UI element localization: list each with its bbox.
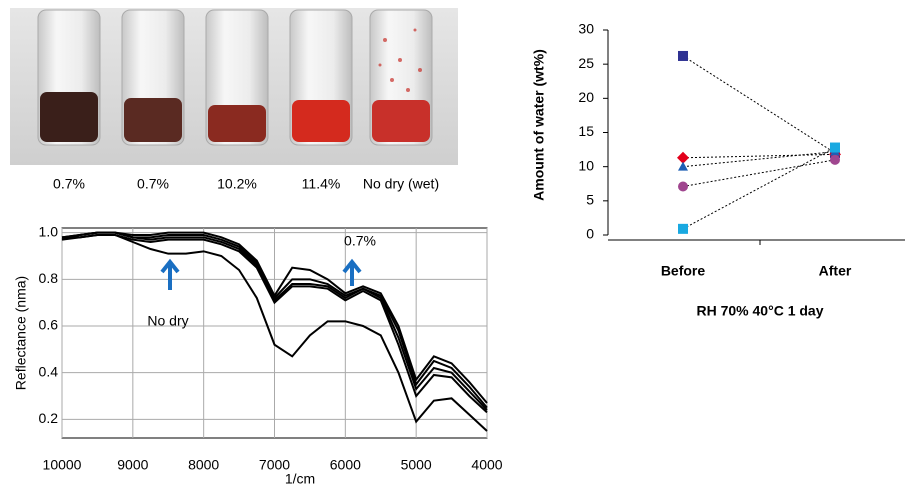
spectrum-line (61, 231, 488, 411)
marker (678, 50, 688, 61)
photo-label: 10.2% (217, 176, 257, 192)
y-tick-label: 10 (578, 157, 594, 173)
x-tick-label: 6000 (330, 457, 361, 473)
y-tick-label: 30 (578, 21, 594, 37)
annotation: No dry (147, 313, 188, 329)
x-axis-title: 1/cm (285, 471, 315, 487)
y-axis-title: Amount of water (wt%) (531, 49, 547, 201)
y-axis-title: Reflectance (nma) (13, 276, 29, 390)
spectrum-line (61, 234, 488, 414)
marker (678, 223, 688, 234)
x-tick-label: Before (661, 263, 706, 279)
photo (10, 8, 458, 165)
photo-label: No dry (wet) (363, 176, 439, 192)
photo-label: 11.4% (302, 176, 341, 192)
connector (682, 147, 836, 230)
x-tick-label: 4000 (471, 457, 502, 473)
y-tick-label: 5 (586, 192, 594, 208)
arrow (160, 258, 180, 290)
y-tick-label: 15 (578, 123, 594, 139)
marker (830, 142, 840, 153)
connector (682, 55, 836, 154)
x-tick-label: 10000 (43, 457, 82, 473)
y-tick-label: 0.6 (39, 317, 59, 333)
y-tick-label: 0.4 (39, 363, 59, 379)
spectrum-line (62, 234, 488, 432)
arrow (342, 258, 362, 286)
marker (830, 154, 840, 165)
x-tick-label: 5000 (401, 457, 432, 473)
y-tick-label: 20 (578, 89, 594, 105)
x-tick-label: After (819, 263, 852, 279)
photo-label: 0.7% (53, 176, 85, 192)
connector (682, 159, 836, 187)
y-tick-label: 1.0 (39, 223, 59, 239)
marker (678, 181, 688, 192)
x-tick-label: 8000 (188, 457, 219, 473)
y-tick-label: 25 (578, 55, 594, 71)
spectrum-line (61, 231, 488, 404)
annotation: 0.7% (344, 233, 376, 249)
y-tick-label: 0 (586, 226, 594, 242)
connector (682, 153, 836, 159)
x-tick-label: 9000 (117, 457, 148, 473)
connector (682, 151, 836, 168)
photo-label: 0.7% (137, 176, 169, 192)
y-tick-label: 0.2 (39, 410, 59, 426)
x-tick-label: 7000 (259, 457, 290, 473)
marker (677, 151, 689, 164)
y-tick-label: 0.8 (39, 270, 59, 286)
x-axis-title: RH 70% 40°C 1 day (697, 303, 824, 319)
marker (678, 161, 688, 171)
